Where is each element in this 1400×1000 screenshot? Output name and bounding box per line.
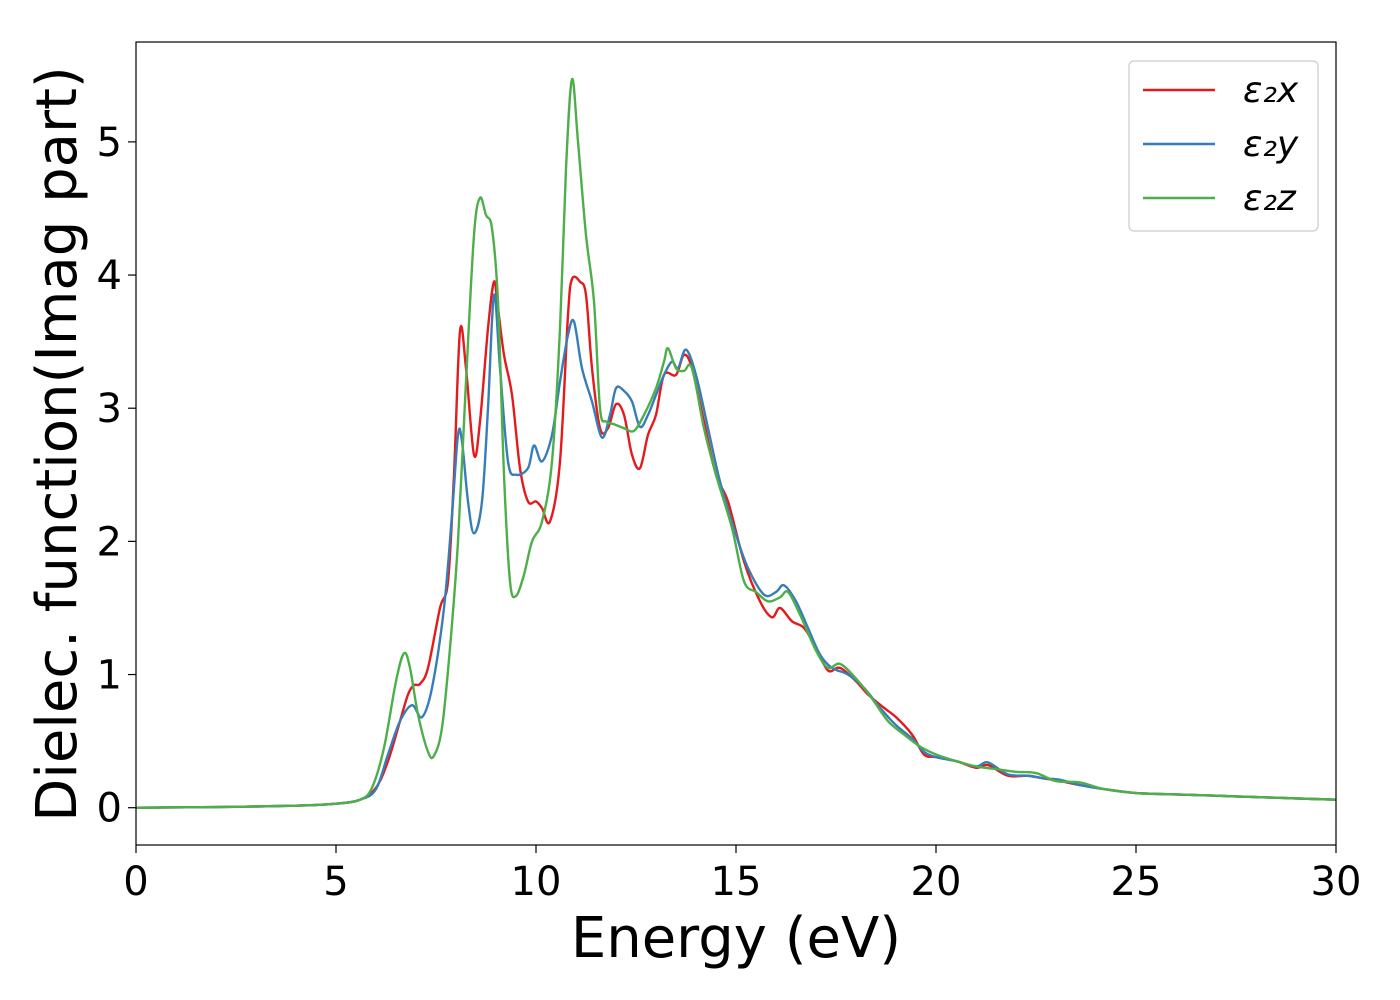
legend-box (1128, 60, 1319, 232)
x-tick-label: 5 (323, 859, 348, 905)
x-tick-label: 10 (511, 859, 562, 905)
series-line-3 (135, 78, 1337, 809)
x-tick-label: 20 (911, 859, 962, 905)
y-axis-label: Dielec. function(Imag part) (25, 66, 90, 822)
x-tick-label: 25 (1111, 859, 1162, 905)
legend: ε₂x ε₂y ε₂z (1128, 60, 1319, 232)
y-axis-ticks: 0 1 2 3 4 5 (97, 120, 136, 832)
series-lines (135, 78, 1337, 809)
y-tick-label: 5 (97, 120, 122, 166)
legend-label-1: ε₂x (1243, 70, 1299, 111)
x-axis-label: Energy (eV) (571, 906, 901, 971)
legend-label-3: ε₂z (1243, 178, 1297, 219)
x-axis-ticks: 0 5 10 15 20 25 30 (123, 845, 1361, 905)
legend-label-2: ε₂y (1243, 124, 1299, 165)
y-tick-label: 4 (97, 253, 122, 299)
y-tick-label: 1 (97, 653, 122, 699)
x-tick-label: 30 (1311, 859, 1362, 905)
y-tick-label: 3 (97, 386, 122, 432)
y-tick-label: 2 (97, 519, 122, 565)
x-tick-label: 15 (711, 859, 762, 905)
y-tick-label: 0 (97, 786, 122, 832)
x-tick-label: 0 (123, 859, 148, 905)
